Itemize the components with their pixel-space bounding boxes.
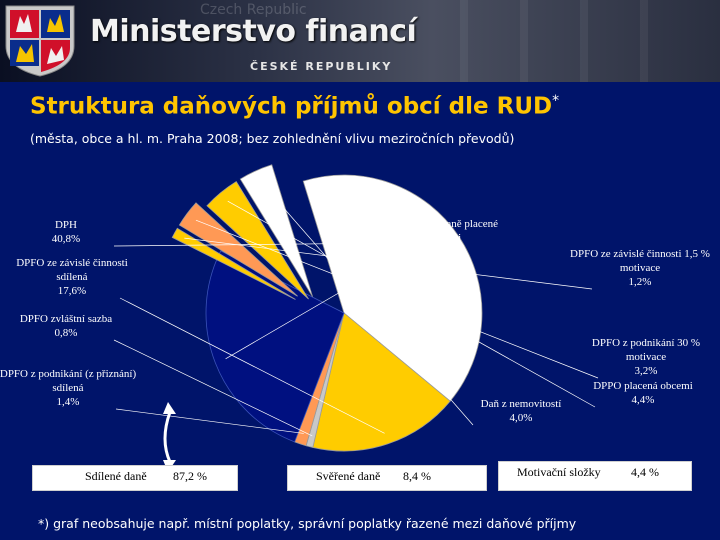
slice-label-dph: DPH 40,8% — [52, 219, 80, 245]
slice-label-dpfo-ze-zavisle-cinnosti-1-5-motivace: DPFO ze závislé činnosti 1,5 % motivace 1,… — [570, 248, 710, 288]
pie-slice-dppo-bez-dane-placene-obcemi — [205, 250, 345, 443]
pie-slice-dpfo-ze-zavisle-cinnosti-sdilena — [312, 312, 451, 452]
leader-line-dppo-placena-obcemi — [227, 200, 596, 408]
slide-title: Struktura daňových příjmů obcí dle RUD* — [30, 93, 559, 120]
group-label-entrusted: Svěřené daně — [316, 469, 381, 483]
curly-brace-top — [163, 411, 172, 463]
pie-slice-dppo-placena-obcemi — [206, 181, 309, 300]
chart-decorations — [163, 402, 176, 472]
group-label-motivation: Motivační složky — [517, 465, 601, 479]
group-box-motivation: Motivační složky 4,4 % — [498, 461, 692, 491]
leader-line-dan-z-nemovitosti — [259, 180, 474, 426]
group-box-shared: Sdílené daně 87,2 % — [32, 465, 238, 491]
group-value-motivation: 4,4 % — [631, 465, 659, 479]
slice-label-dpfo-zvlastni-sazba: DPFO zvláštní sazba 0,8% — [20, 313, 112, 339]
slice-label-dppo-placena-obcemi: DPPO placená obcemi 4,4% — [593, 380, 693, 406]
leader-line-dph — [113, 242, 450, 247]
czech-coat-of-arms-icon — [5, 5, 75, 77]
group-value-shared: 87,2 % — [173, 469, 207, 483]
group-value-entrusted: 8,4 % — [403, 469, 431, 483]
pie-slice-dpfo-z-podnikani-30-motivace — [178, 202, 298, 297]
header-banner: Czech Republic Ministerstvo financí ČESK… — [0, 0, 720, 82]
pie-slice-dph — [302, 174, 483, 402]
leader-line-dpfo-ze-zavisle-cinnosti-sdilena — [119, 297, 385, 434]
leader-line-dpfo-z-podnikani-z-priznani-sdilena — [115, 408, 304, 434]
group-box-entrusted: Svěřené daně 8,4 % — [287, 465, 487, 491]
footnote: *) graf neobsahuje např. místní poplatky… — [38, 516, 577, 531]
slice-label-dppo-bez-dane-placene-obcemi: DPPO bez daně placené obcemi 26,6% — [392, 218, 498, 258]
pie-slice-dan-z-nemovitosti — [239, 164, 313, 297]
slice-label-dpfo-z-podnikani-z-priznani-sdilena: DPFO z podnikání (z přiznání) sdílená 1,4% — [0, 368, 136, 408]
slice-label-dpfo-ze-zavisle-cinnosti-sdilena: DPFO ze závislé činnosti sdílená 17,6% — [16, 257, 128, 297]
pie-slice-dpfo-ze-zavisle-cinnosti-1-5-motivace — [171, 227, 296, 300]
leader-line-dpfo-zvlastni-sazba — [113, 339, 313, 437]
slide-title-text: Struktura daňových příjmů obcí dle RUD — [30, 93, 553, 120]
leader-line-dpfo-ze-zavisle-cinnosti-1-5-motivace — [184, 237, 593, 290]
leader-line-dpfo-z-podnikani-30-motivace — [195, 219, 599, 379]
slice-label-dan-z-nemovitosti: Daň z nemovitostí 4,0% — [481, 398, 562, 424]
slide-subtitle: (města, obce a hl. m. Praha 2008; bez zo… — [30, 131, 515, 146]
title-asterisk: * — [552, 93, 560, 109]
group-label-shared: Sdílené daně — [85, 469, 147, 483]
leader-line-dppo-bez-dane-placene-obcemi — [225, 258, 398, 360]
slice-label-dpfo-z-podnikani-30-motivace: DPFO z podnikání 30 % motivace 3,2% — [592, 337, 700, 377]
ministry-title: Ministerstvo financí — [90, 14, 417, 49]
header-watermark: Czech Republic — [200, 2, 307, 18]
ministry-subtitle: ČESKÉ REPUBLIKY — [250, 60, 393, 73]
arrow-head-up — [163, 402, 176, 414]
